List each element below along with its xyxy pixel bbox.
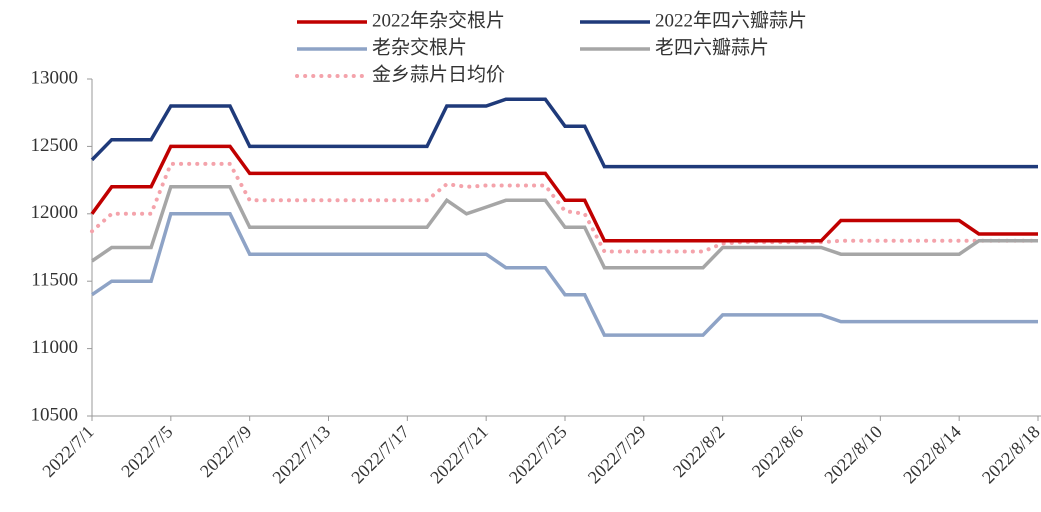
y-tick-label: 13000 bbox=[31, 67, 79, 88]
y-tick-label: 11000 bbox=[31, 337, 78, 358]
x-tick-label: 2022/8/18 bbox=[978, 422, 1041, 488]
x-tick-label: 2022/7/13 bbox=[268, 422, 334, 488]
x-tick-label: 2022/7/29 bbox=[584, 422, 650, 488]
x-tick-label: 2022/7/17 bbox=[347, 422, 413, 488]
series-line bbox=[90, 97, 1038, 169]
legend-label: 2022年四六瓣蒜片 bbox=[655, 9, 807, 31]
series-line bbox=[91, 212, 1038, 337]
x-tick-label: 2022/7/25 bbox=[505, 422, 571, 488]
y-tick-label: 12500 bbox=[31, 135, 79, 156]
x-tick-label: 2022/8/2 bbox=[669, 422, 728, 481]
legend-label: 老杂交根片 bbox=[372, 36, 467, 58]
legend-label: 金乡蒜片日均价 bbox=[372, 63, 505, 85]
x-tick-label: 2022/7/1 bbox=[38, 422, 97, 481]
x-tick-label: 2022/8/6 bbox=[748, 422, 807, 481]
x-tick-label: 2022/7/9 bbox=[196, 422, 255, 481]
y-tick-label: 12000 bbox=[31, 202, 79, 223]
y-tick-label: 10500 bbox=[31, 404, 79, 425]
x-tick-label: 2022/8/10 bbox=[820, 422, 886, 488]
y-tick-label: 11500 bbox=[31, 270, 78, 291]
x-tick-label: 2022/7/5 bbox=[117, 422, 176, 481]
series-line bbox=[90, 161, 1040, 254]
series-line bbox=[91, 185, 1038, 270]
x-tick-label: 2022/7/21 bbox=[426, 422, 492, 488]
series-line bbox=[90, 144, 1038, 243]
x-tick-label: 2022/8/14 bbox=[899, 422, 965, 488]
legend-label: 老四六瓣蒜片 bbox=[655, 36, 769, 58]
legend-label: 2022年杂交根片 bbox=[372, 9, 505, 31]
